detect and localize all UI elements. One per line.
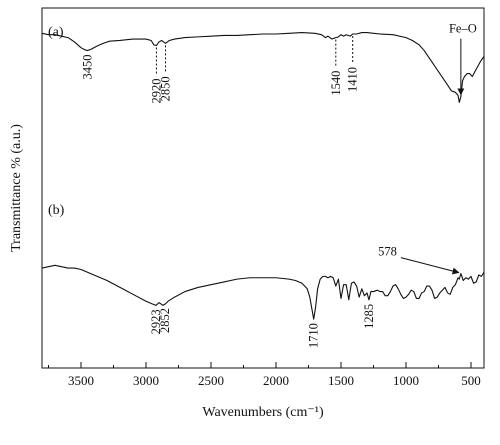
annotation-feo-a: Fe–O <box>449 22 477 36</box>
annotation-3450-a: 3450 <box>81 55 95 80</box>
plot-frame <box>41 7 485 369</box>
series-layer <box>41 32 485 320</box>
panel-label-b: (b) <box>48 203 65 218</box>
x-tick-label-1000: 1000 <box>393 373 419 388</box>
spectrum-line-b <box>41 264 485 320</box>
annotation-2852-b: 2852 <box>158 308 172 333</box>
x-tick-label-2000: 2000 <box>263 373 289 388</box>
x-tick-label-3500: 3500 <box>68 373 94 388</box>
x-tick-label-2500: 2500 <box>198 373 224 388</box>
x-tick-label-3000: 3000 <box>133 373 159 388</box>
annotation-2850-a: 2850 <box>159 76 173 101</box>
panel-label-a: (a) <box>48 25 64 40</box>
y-axis-label: Transmittance % (a.u.) <box>9 124 24 252</box>
annotation-2923-b: 2923 <box>149 309 163 334</box>
annotation-578-b-arrow <box>400 257 460 275</box>
annotation-1410-a: 1410 <box>346 67 360 92</box>
annotation-1285-b: 1285 <box>362 304 376 329</box>
x-axis-ticks: 3500 3000 2500 2000 1500 1000 500 <box>48 362 481 388</box>
x-tick-label-500: 500 <box>461 373 481 388</box>
spectrum-line-a <box>41 32 485 103</box>
annotation-578-b: 578 <box>378 245 397 259</box>
annotation-2920-a: 2920 <box>149 79 163 104</box>
annotation-1540-a: 1540 <box>329 71 343 96</box>
annotation-1710-b: 1710 <box>307 323 321 348</box>
x-tick-label-1500: 1500 <box>328 373 354 388</box>
x-axis-label: Wavenumbers (cm⁻¹) <box>202 405 324 420</box>
